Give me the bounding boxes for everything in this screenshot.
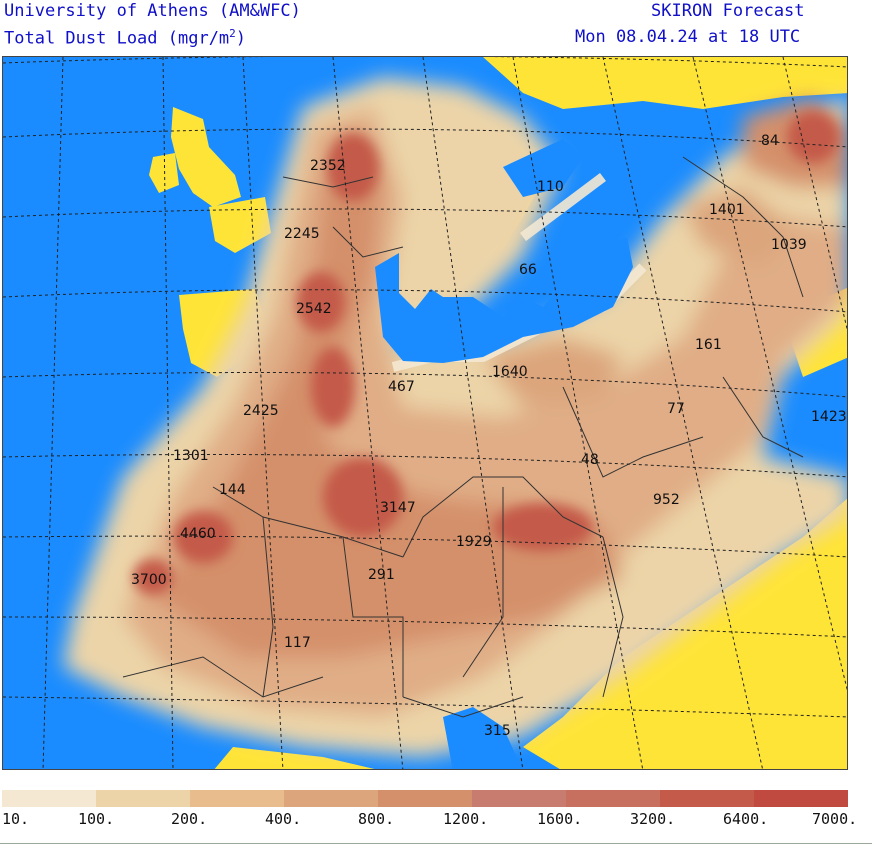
value-label: 3700	[131, 572, 167, 588]
legend-swatch	[754, 790, 848, 807]
value-label: 66	[519, 262, 537, 278]
legend-label: 200.	[171, 810, 208, 828]
legend-label: 10.	[2, 810, 30, 828]
value-label: 315	[484, 723, 511, 739]
legend-swatch	[472, 790, 566, 807]
value-label: 110	[537, 179, 564, 195]
value-label: 2542	[296, 301, 332, 317]
legend-label: 1200.	[443, 810, 489, 828]
value-label: 84	[761, 133, 779, 149]
country-borders	[122, 156, 804, 718]
legend-label: 6400.	[723, 810, 769, 828]
value-label: 117	[284, 635, 311, 651]
legend-swatch	[660, 790, 754, 807]
value-label: 467	[388, 379, 415, 395]
dust-load-map[interactable]: 2352 2245 2542 2425 1301 144 4460 3700 1…	[2, 56, 848, 770]
value-label: 161	[695, 337, 722, 353]
value-label: 1301	[173, 448, 209, 464]
institution-title: University of Athens (AM&WFC)	[4, 1, 301, 21]
value-label: 1929	[456, 534, 492, 550]
legend-label: 800.	[358, 810, 395, 828]
legend-label: 100.	[78, 810, 115, 828]
value-label: 1039	[771, 237, 807, 253]
value-label: 77	[667, 401, 685, 417]
color-legend	[2, 790, 848, 807]
legend-label: 7000.	[812, 810, 858, 828]
field-title-text: Total Dust Load (mgr/m	[4, 28, 230, 49]
legend-swatch	[190, 790, 284, 807]
product-title: SKIRON Forecast	[651, 1, 805, 21]
value-label: 48	[581, 452, 599, 468]
value-label: 1640	[492, 364, 528, 380]
value-label: 1423	[811, 409, 847, 425]
value-label: 2425	[243, 403, 279, 419]
black-sea	[503, 139, 583, 197]
value-label: 952	[653, 492, 680, 508]
sahel-west	[214, 747, 375, 769]
field-title-exponent: 2	[229, 27, 236, 40]
inland-seas	[375, 139, 633, 769]
value-label: 144	[219, 482, 246, 498]
legend-swatch	[566, 790, 660, 807]
legend-labels: 10. 100. 200. 400. 800. 1200. 1600. 3200…	[0, 810, 872, 832]
legend-swatch	[2, 790, 96, 807]
field-title: Total Dust Load (mgr/m2)	[4, 27, 246, 49]
dust-value-labels: 2352 2245 2542 2425 1301 144 4460 3700 1…	[131, 133, 847, 739]
value-label: 291	[368, 567, 395, 583]
north-strip	[483, 57, 847, 109]
legend-swatch	[284, 790, 378, 807]
field-title-close: )	[235, 28, 247, 49]
footer-divider	[0, 843, 872, 844]
dust-hotspots	[133, 111, 839, 595]
lat-lon-grid	[3, 57, 847, 769]
value-label: 1401	[709, 202, 745, 218]
legend-label: 1600.	[537, 810, 583, 828]
legend-label: 3200.	[630, 810, 676, 828]
map-canvas: 2352 2245 2542 2425 1301 144 4460 3700 1…	[3, 57, 847, 769]
mediterranean-sea	[375, 237, 633, 363]
france-west	[209, 197, 271, 253]
red-sea	[443, 707, 523, 769]
legend-label: 400.	[265, 810, 302, 828]
value-label: 2245	[284, 226, 320, 242]
value-label: 4460	[180, 526, 216, 542]
legend-swatch	[378, 790, 472, 807]
legend-swatch	[96, 790, 190, 807]
value-label: 3147	[380, 500, 416, 516]
british-isles	[149, 107, 241, 207]
valid-time: Mon 08.04.24 at 18 UTC	[575, 27, 801, 47]
value-label: 2352	[310, 158, 346, 174]
